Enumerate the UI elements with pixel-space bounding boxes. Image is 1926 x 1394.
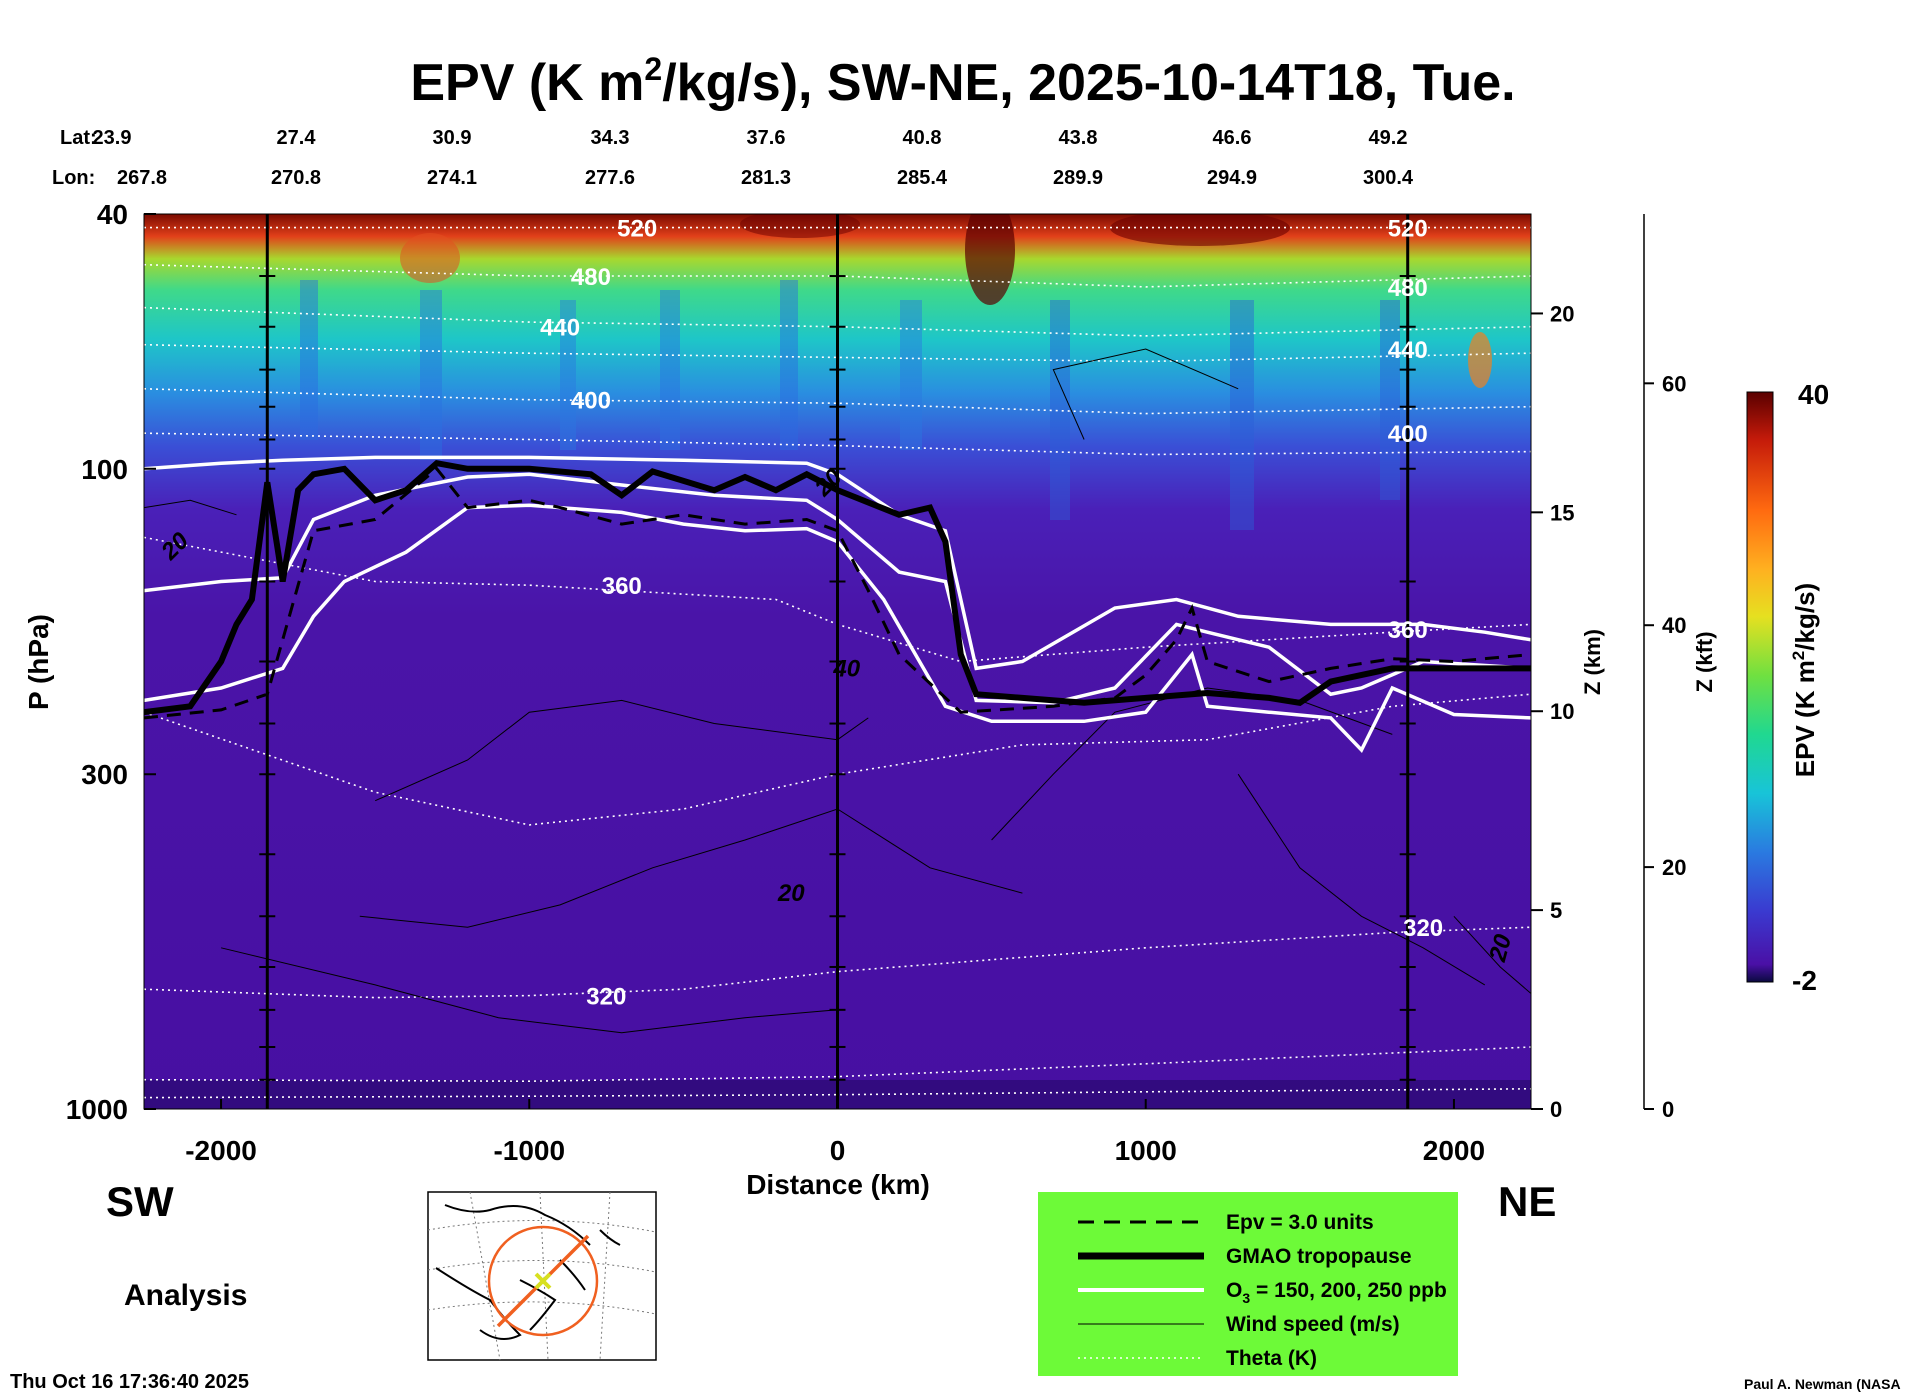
wind-contour-line: [991, 687, 1393, 841]
lat-value: 23.9: [93, 127, 132, 149]
wind-contour-line: [1453, 915, 1531, 994]
x-tick-label: -1000: [493, 1135, 565, 1166]
z-kft-tick-label: 60: [1662, 371, 1686, 396]
z-km-tick-label: 10: [1550, 699, 1574, 724]
wind-label: 20: [777, 880, 805, 907]
legend: Epv = 3.0 units GMAO tropopause O3 = 150, …: [1078, 1211, 1447, 1370]
z-km-tick-label: 0: [1550, 1097, 1562, 1122]
legend-label: Theta (K): [1226, 1347, 1317, 1370]
colorbar-max-label: 40: [1798, 379, 1829, 410]
ne-label: NE: [1498, 1178, 1556, 1225]
lat-value: 43.8: [1059, 127, 1098, 149]
wind-contour-line: [1237, 773, 1486, 986]
lat-label: Lat:: [60, 127, 97, 149]
z-km-tick-label: 20: [1550, 301, 1574, 326]
colorbar: [1746, 391, 1774, 983]
legend-label: O3 = 150, 200, 250 ppb: [1226, 1279, 1447, 1306]
epv-field-high-patches: [400, 214, 1492, 388]
z-kft-tick-label: 20: [1662, 855, 1686, 880]
lat-value: 40.8: [903, 127, 942, 149]
z-km-axis-label: Z (km): [1580, 629, 1605, 695]
inset-map: [427, 1191, 657, 1361]
y-axis: 40 100 300 1000: [66, 199, 156, 1125]
epv-field-streaks: [300, 280, 1400, 530]
colorbar-min-label: -2: [1792, 965, 1817, 996]
x-tick-label: 1000: [1115, 1135, 1177, 1166]
theta-label: 320: [1403, 915, 1443, 942]
lon-value: 281.3: [741, 167, 791, 189]
epv3-dashed-line: [144, 466, 1531, 720]
x-tick-label: -2000: [185, 1135, 257, 1166]
z-km-tick-label: 15: [1550, 500, 1574, 525]
z-kft-axis-label: Z (kft): [1692, 631, 1717, 692]
y-tick-label: 40: [97, 199, 128, 230]
z-kft-tick-label: 0: [1662, 1097, 1674, 1122]
tropopause-line: [144, 459, 1531, 716]
wind-contour-line: [359, 808, 1023, 928]
sw-label: SW: [106, 1178, 174, 1225]
legend-label: Wind speed (m/s): [1226, 1313, 1400, 1336]
theta-label: 320: [586, 984, 626, 1011]
theta-label: 520: [617, 216, 657, 243]
theta-label: 440: [540, 315, 580, 342]
theta-label: 440: [1388, 337, 1428, 364]
lon-value: 274.1: [427, 167, 477, 189]
wind-speed-contours: [144, 348, 1531, 1034]
x-axis-label: Distance (km): [746, 1169, 930, 1200]
lon-label: Lon:: [52, 167, 95, 189]
z-km-axis: 0 5 10 15 20: [1531, 301, 1574, 1122]
lon-value: 267.8: [117, 167, 167, 189]
ozone-contours: [144, 455, 1531, 754]
analysis-label: Analysis: [124, 1279, 247, 1312]
theta-label: 400: [571, 388, 611, 415]
lat-value: 30.9: [433, 127, 472, 149]
wind-contour-line: [1052, 348, 1239, 440]
legend-label: Epv = 3.0 units: [1226, 1211, 1374, 1234]
lon-value: 277.6: [585, 167, 635, 189]
lat-value: 34.3: [591, 127, 630, 149]
ozone-contour-line: [144, 455, 1531, 671]
theta-label: 480: [571, 264, 611, 291]
theta-label: 360: [602, 573, 642, 600]
theta-label: 360: [1388, 617, 1428, 644]
chart-title: EPV (K m2/kg/s), SW-NE, 2025-10-14T18, T…: [410, 51, 1515, 112]
theta-label: 400: [1388, 421, 1428, 448]
ozone-contour-line: [144, 472, 1531, 705]
theta-label: 480: [1388, 275, 1428, 302]
z-kft-tick-label: 40: [1662, 613, 1686, 638]
z-kft-axis: 0 20 40 60: [1644, 371, 1686, 1122]
credit: Paul A. Newman (NASA: [1744, 1376, 1901, 1392]
theta-label: 520: [1388, 216, 1428, 243]
wind-label: 40: [832, 655, 860, 682]
x-tick-label: 0: [830, 1135, 846, 1166]
lat-value: 46.6: [1213, 127, 1252, 149]
ozone-contour-line: [144, 503, 1531, 754]
z-km-tick-label: 5: [1550, 898, 1562, 923]
lat-value: 27.4: [277, 127, 317, 149]
x-tick-label: 2000: [1423, 1135, 1485, 1166]
lon-value: 270.8: [271, 167, 321, 189]
y-tick-label: 100: [81, 454, 128, 485]
wind-contour-line: [220, 947, 838, 1034]
lat-value: 49.2: [1369, 127, 1408, 149]
vertical-markers: [259, 214, 1416, 1109]
lat-value: 37.6: [747, 127, 786, 149]
y-axis-label: P (hPa): [23, 614, 54, 710]
timestamp: Thu Oct 16 17:36:40 2025: [10, 1371, 249, 1393]
colorbar-label: EPV (K m2/kg/s): [1789, 583, 1820, 777]
lat-lon-values: 23.9 27.4 30.9 34.3 37.6 40.8 43.8 46.6 49.2 267.…: [93, 127, 1414, 189]
wind-contour-line: [144, 499, 237, 516]
lon-value: 285.4: [897, 167, 948, 189]
lon-value: 294.9: [1207, 167, 1257, 189]
lon-value: 289.9: [1053, 167, 1103, 189]
lon-value: 300.4: [1363, 167, 1414, 189]
legend-label: GMAO tropopause: [1226, 1245, 1412, 1268]
x-axis: -2000 -1000 0 1000 2000: [185, 1099, 1485, 1166]
y-tick-label: 1000: [66, 1094, 128, 1125]
y-tick-label: 300: [81, 759, 128, 790]
